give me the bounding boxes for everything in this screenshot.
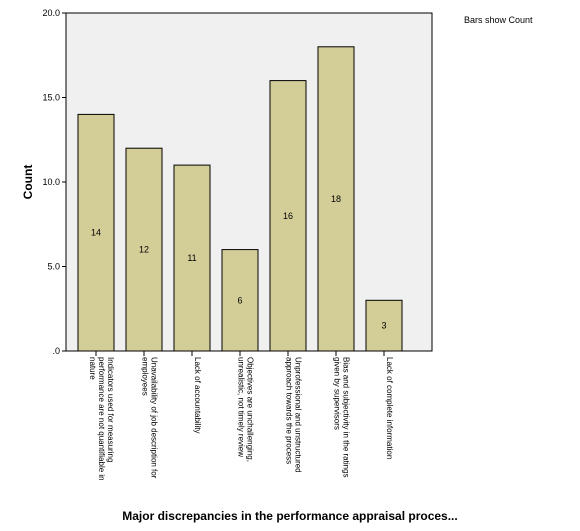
x-tick-label: Lack of accountability bbox=[193, 357, 202, 434]
x-tick-label: approach towards the process bbox=[285, 357, 294, 464]
bar-value-label: 18 bbox=[331, 194, 341, 204]
x-axis-title: Major discrepancies in the performance a… bbox=[0, 509, 580, 523]
bar-value-label: 3 bbox=[381, 321, 386, 331]
x-tick-label: employees bbox=[141, 357, 150, 396]
x-tick-label: Unavailability of job description for bbox=[150, 357, 159, 479]
x-tick-label: unrealistic, not timely review bbox=[237, 357, 246, 457]
y-tick-label: 5.0 bbox=[47, 262, 60, 272]
y-tick-label: 20.0 bbox=[42, 8, 60, 18]
x-tick-label: given by supervisors bbox=[333, 357, 342, 430]
x-tick-label: Indicators used for measuring bbox=[106, 357, 115, 462]
y-tick-label: 15.0 bbox=[42, 93, 60, 103]
chart-note: Bars show Count bbox=[464, 15, 533, 25]
bar-value-label: 16 bbox=[283, 211, 293, 221]
bar-value-label: 12 bbox=[139, 245, 149, 255]
bar-value-label: 14 bbox=[91, 228, 101, 238]
x-tick-label: Bias and subjectivity in the ratings bbox=[342, 357, 351, 478]
x-tick-label: performance are not quantifiable in bbox=[97, 357, 106, 481]
y-tick-label: .0 bbox=[52, 346, 60, 356]
bar-value-label: 11 bbox=[187, 253, 196, 263]
x-tick-label: Unprofessional and unstructured bbox=[294, 357, 303, 473]
x-tick-label: Lack of complete information bbox=[385, 357, 394, 459]
x-tick-label: Objectives are unchallenging, bbox=[246, 357, 255, 462]
bar-value-label: 6 bbox=[237, 295, 242, 305]
y-tick-label: 10.0 bbox=[42, 177, 60, 187]
x-tick-label: nature bbox=[88, 357, 97, 380]
y-axis-title: Count bbox=[21, 165, 35, 200]
